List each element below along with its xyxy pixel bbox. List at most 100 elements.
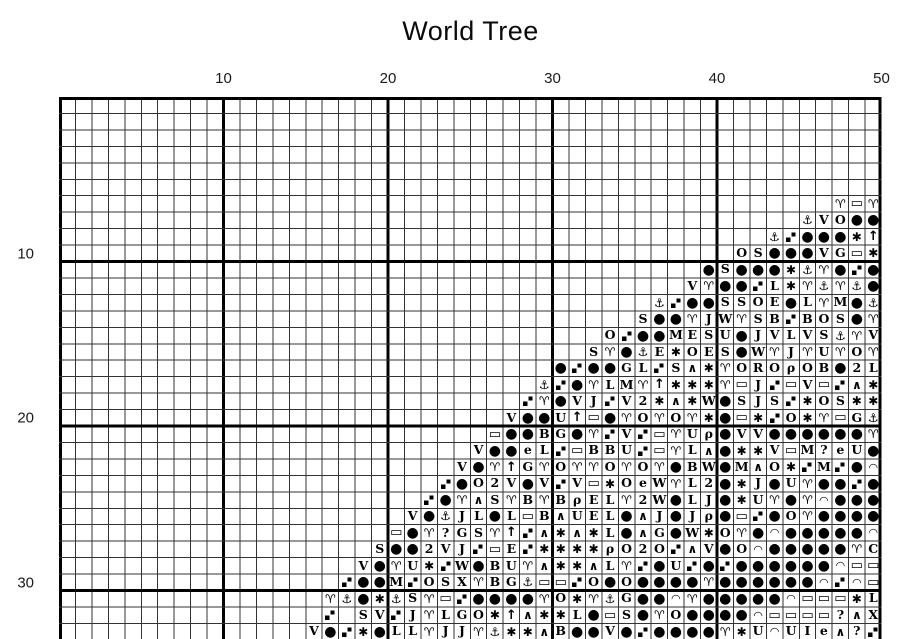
grid-cell-aries-sign: ♈ bbox=[867, 196, 879, 211]
grid-cell-black-circle: ● bbox=[719, 574, 732, 591]
grid-cell-two-small-squares bbox=[569, 574, 585, 590]
grid-cell-letter-J: J bbox=[705, 491, 712, 507]
grid-cell-letter-2: 2 bbox=[424, 541, 434, 557]
grid-cell-two-small-squares bbox=[849, 262, 865, 278]
grid-cell-black-circle: ● bbox=[603, 360, 617, 377]
grid-cell-aries-sign: ♈ bbox=[719, 624, 731, 639]
grid-cell-caret: ∧ bbox=[851, 608, 862, 623]
grid-cell-black-circle: ● bbox=[784, 574, 798, 591]
grid-cell-two-small-squares bbox=[437, 558, 453, 574]
grid-cell-letter-O: O bbox=[851, 343, 863, 359]
grid-cell-arc: ◠ bbox=[753, 608, 763, 622]
grid-cell-two-small-squares bbox=[322, 607, 338, 623]
grid-cell-letter-W: W bbox=[701, 458, 716, 474]
grid-cell-two-small-squares bbox=[766, 410, 782, 426]
grid-cell-letter-O: O bbox=[555, 590, 567, 606]
grid-cell-black-circle: ● bbox=[653, 557, 666, 574]
grid-cell-letter-O: O bbox=[834, 212, 846, 228]
grid-cell-heavy-asterisk: ✱ bbox=[670, 377, 681, 392]
grid-cell-anchor: ⚓ bbox=[538, 377, 550, 392]
grid-cell-letter-S: S bbox=[819, 327, 829, 343]
grid-cell-black-circle: ● bbox=[505, 590, 518, 607]
grid-cell-letter-M: M bbox=[800, 442, 815, 458]
col-label-10: 10 bbox=[215, 70, 232, 87]
grid-cell-letter-J: J bbox=[689, 508, 696, 524]
grid-cell-heavy-asterisk: ✱ bbox=[605, 476, 616, 491]
grid-cell-letter-O: O bbox=[670, 409, 682, 425]
grid-cell-heavy-asterisk: ✱ bbox=[358, 624, 369, 639]
grid-cell-letter-S: S bbox=[473, 524, 483, 540]
grid-cell-up-arrow: ↑ bbox=[505, 459, 517, 475]
grid-cell-heavy-asterisk: ✱ bbox=[703, 410, 714, 425]
grid-cell-letter-M: M bbox=[833, 294, 848, 310]
grid-cell-heavy-asterisk: ✱ bbox=[572, 591, 583, 606]
grid-cell-letter-J: J bbox=[755, 475, 762, 491]
grid-cell-caret: ∧ bbox=[473, 493, 484, 508]
grid-cell-aries-sign: ♈ bbox=[802, 476, 813, 491]
grid-cell-letter-J: J bbox=[788, 343, 794, 359]
grid-cell-up-arrow: ↑ bbox=[505, 525, 517, 541]
grid-cell-caret: ∧ bbox=[835, 624, 846, 639]
grid-cell-black-circle: ● bbox=[587, 623, 600, 639]
grid-cell-black-circle: ● bbox=[867, 475, 880, 492]
grid-cell-letter-O: O bbox=[423, 574, 435, 590]
grid-cell-letter-J: J bbox=[459, 541, 465, 557]
grid-cell-letter-O: O bbox=[736, 245, 748, 261]
grid-cell-heavy-asterisk: ✱ bbox=[522, 624, 533, 639]
grid-cell-black-circle: ● bbox=[488, 442, 502, 459]
grid-cell-aries-sign: ♈ bbox=[571, 460, 583, 475]
grid-cell-white-rectangle: ▭ bbox=[735, 377, 748, 393]
grid-cell-heavy-asterisk: ✱ bbox=[868, 246, 879, 261]
grid-cell-caret: ∧ bbox=[522, 608, 533, 623]
grid-cell-black-circle: ● bbox=[620, 524, 633, 541]
grid-cell-letter-L: L bbox=[605, 508, 615, 524]
grid-cell-aries-sign: ♈ bbox=[423, 608, 435, 623]
grid-cell-black-circle: ● bbox=[472, 557, 485, 574]
grid-cell-letter-J: J bbox=[459, 508, 465, 524]
grid-cell-aries-sign: ♈ bbox=[736, 312, 748, 327]
grid-cell-two-small-squares bbox=[635, 442, 651, 458]
grid-cell-black-circle: ● bbox=[636, 590, 650, 607]
grid-cell-white-rectangle: ▭ bbox=[784, 443, 798, 459]
grid-cell-black-circle: ● bbox=[834, 426, 847, 443]
grid-cell-heavy-asterisk: ✱ bbox=[687, 377, 698, 392]
grid-cell-letter-G: G bbox=[506, 574, 517, 590]
grid-cell-aries-sign: ♈ bbox=[473, 575, 484, 590]
grid-cell-arc: ◠ bbox=[753, 542, 763, 556]
grid-cell-anchor: ⚓ bbox=[834, 328, 846, 343]
grid-cell-black-circle: ● bbox=[554, 393, 567, 410]
grid-cell-heavy-asterisk: ✱ bbox=[753, 410, 764, 425]
grid-cell-letter-W: W bbox=[454, 557, 470, 573]
grid-cell-aries-sign: ♈ bbox=[588, 427, 599, 442]
grid-cell-black-circle: ● bbox=[521, 409, 534, 426]
grid-cell-white-rectangle: ▭ bbox=[653, 443, 666, 459]
grid-cell-letter-B: B bbox=[489, 557, 501, 573]
grid-cell-letter-J: J bbox=[409, 606, 416, 622]
grid-cell-black-circle: ● bbox=[768, 508, 781, 525]
grid-cell-black-circle: ● bbox=[850, 508, 863, 525]
grid-cell-black-circle: ● bbox=[834, 508, 847, 525]
grid-cell-black-circle: ● bbox=[686, 574, 699, 591]
grid-cell-black-circle: ● bbox=[801, 541, 814, 558]
grid-cell-letter-O: O bbox=[555, 458, 567, 474]
grid-cell-letter-V: V bbox=[819, 212, 829, 228]
grid-cell-letter-V: V bbox=[621, 425, 632, 441]
grid-cell-white-rectangle: ▭ bbox=[603, 607, 617, 623]
grid-cell-caret: ∧ bbox=[687, 542, 698, 557]
grid-cell-aries-sign: ♈ bbox=[654, 608, 665, 623]
grid-cell-black-circle: ● bbox=[735, 590, 748, 607]
grid-cell-two-small-squares bbox=[553, 475, 569, 491]
grid-cell-aries-sign: ♈ bbox=[621, 410, 632, 425]
grid-cell-letter-L: L bbox=[868, 590, 878, 606]
grid-cell-letter-?: ? bbox=[441, 524, 450, 540]
grid-cell-letter-E: E bbox=[588, 508, 599, 524]
grid-cell-black-circle: ● bbox=[735, 343, 748, 360]
grid-cell-letter-?: ? bbox=[836, 606, 845, 622]
grid-cell-letter-U: U bbox=[407, 557, 419, 573]
grid-cell-letter-M: M bbox=[619, 376, 634, 392]
grid-cell-aries-sign: ♈ bbox=[538, 591, 550, 606]
grid-cell-caret: ∧ bbox=[638, 525, 648, 540]
grid-cell-white-rectangle: ▭ bbox=[587, 476, 600, 492]
grid-cell-aries-sign: ♈ bbox=[538, 394, 550, 409]
grid-cell-black-circle: ● bbox=[768, 557, 781, 574]
